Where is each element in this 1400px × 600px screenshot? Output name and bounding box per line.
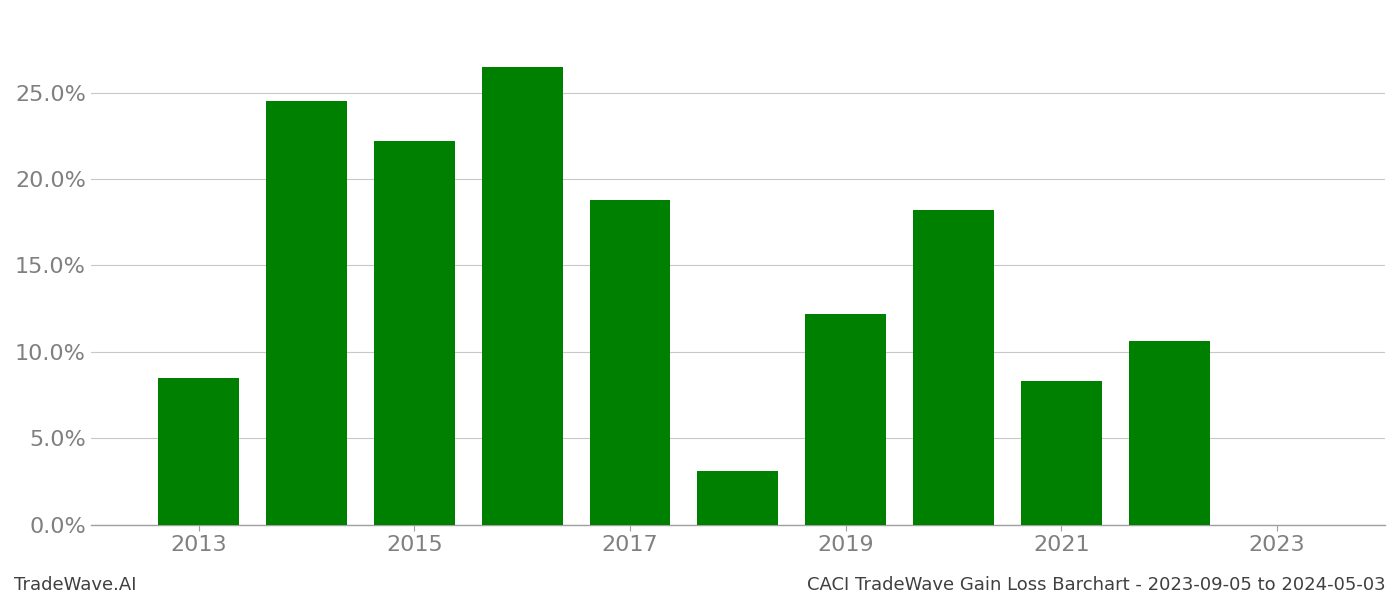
Bar	[266, 101, 347, 524]
Bar	[1128, 341, 1210, 524]
Text: TradeWave.AI: TradeWave.AI	[14, 576, 137, 594]
Bar	[158, 378, 239, 524]
Bar	[374, 141, 455, 524]
Bar	[1021, 381, 1102, 524]
Text: CACI TradeWave Gain Loss Barchart - 2023-09-05 to 2024-05-03: CACI TradeWave Gain Loss Barchart - 2023…	[808, 576, 1386, 594]
Bar	[697, 471, 778, 524]
Bar	[589, 200, 671, 524]
Bar	[482, 67, 563, 524]
Bar	[913, 210, 994, 524]
Bar	[805, 314, 886, 524]
